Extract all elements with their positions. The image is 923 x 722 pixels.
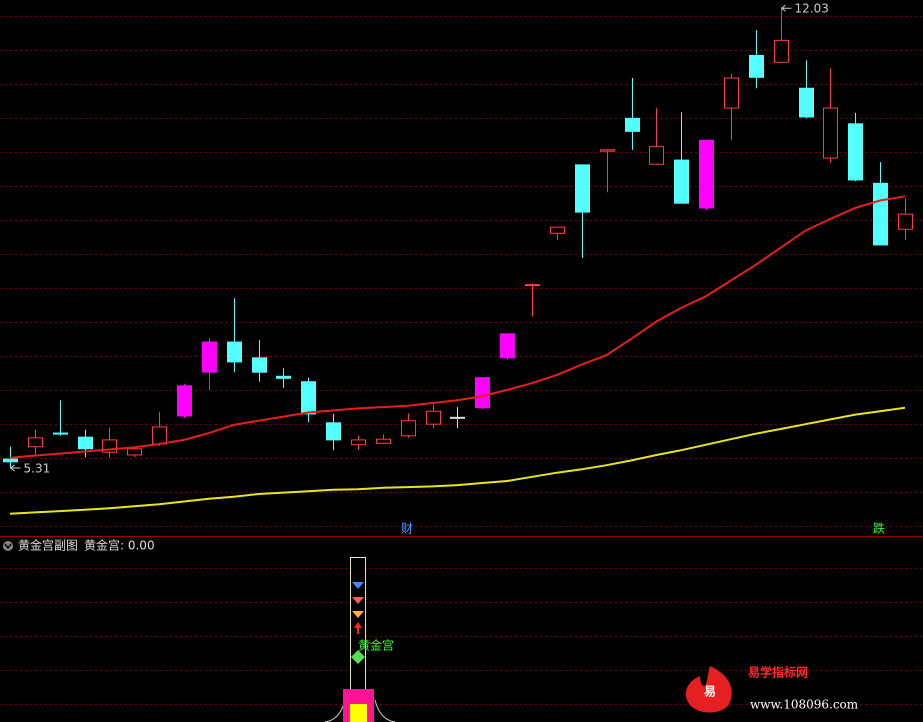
candle-body xyxy=(401,420,416,437)
moving-average xyxy=(9,406,906,515)
subpanel-title: 黄金宫副图 xyxy=(18,538,78,553)
candle-body xyxy=(525,284,540,287)
gem-icon xyxy=(352,597,364,604)
moving-average xyxy=(9,195,906,459)
candle-body xyxy=(326,422,341,441)
candle-body xyxy=(625,117,640,132)
candle-body xyxy=(78,436,93,450)
candle-body xyxy=(127,448,142,456)
candle-body xyxy=(376,438,391,444)
marker-die: 跌 xyxy=(873,521,885,536)
candle-body xyxy=(898,213,913,230)
signal-label: 黄金宫 xyxy=(358,638,394,653)
gem-icon xyxy=(352,582,364,589)
logo-flame xyxy=(685,666,732,713)
candles: 12.03 5.31 xyxy=(3,2,913,515)
watermark-name: 易学指标网 xyxy=(748,665,808,680)
candle-body xyxy=(823,107,838,159)
candle-body xyxy=(276,375,291,379)
candle-body xyxy=(252,357,267,373)
candle-body xyxy=(53,432,68,435)
logo-text: 易 xyxy=(704,685,716,699)
candle-body xyxy=(301,381,316,415)
candle-body xyxy=(774,39,789,63)
collapse-chevron xyxy=(4,543,12,550)
candle-body xyxy=(227,341,242,363)
annotation-label: 5.31 xyxy=(24,461,51,475)
candle-body xyxy=(649,145,664,165)
gem-icon xyxy=(352,611,364,618)
candle-body xyxy=(450,416,465,419)
candle-body xyxy=(873,182,888,246)
candle-body xyxy=(177,385,192,417)
candle-body xyxy=(699,139,714,209)
collapse-icon[interactable] xyxy=(3,541,13,551)
candle-body xyxy=(426,410,441,425)
arrow-icon xyxy=(354,622,362,634)
candle-body xyxy=(575,164,590,213)
candle-body xyxy=(600,149,615,152)
annotation-label: 12.03 xyxy=(795,2,829,16)
candle-body xyxy=(749,54,764,78)
subpanel-indicator: 黄金宫: 0.00 xyxy=(84,538,155,553)
gem-icon xyxy=(351,650,365,664)
candle-body xyxy=(674,159,689,204)
candle-body xyxy=(351,439,366,446)
marker-cai: 财 xyxy=(401,522,413,536)
candle-body xyxy=(500,333,515,359)
annotation-arrow xyxy=(781,4,792,12)
candle-body xyxy=(475,377,490,409)
candle-body xyxy=(848,123,863,181)
grid xyxy=(0,16,923,705)
signal-bar-inner xyxy=(350,704,367,722)
candle-body xyxy=(152,426,167,445)
candle-body xyxy=(724,77,739,109)
candle-body xyxy=(799,87,814,118)
candle-body xyxy=(28,437,43,448)
candle-body xyxy=(3,458,18,463)
annotation-arrow xyxy=(10,464,21,472)
candle-body xyxy=(202,341,217,373)
watermark-url: www.108096.com xyxy=(750,698,859,712)
candle-body xyxy=(550,226,565,234)
